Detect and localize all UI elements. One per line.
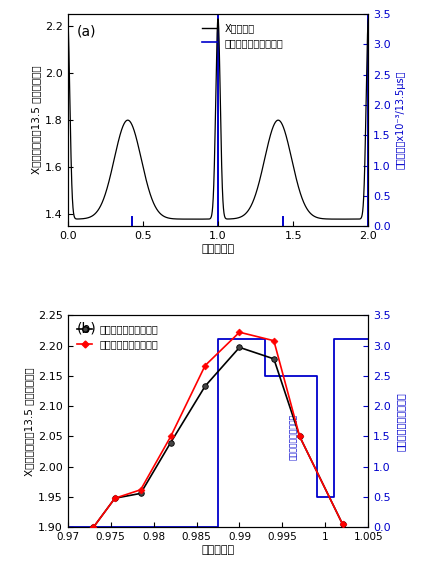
Y-axis label: X線の光子数（13.5 マイクロ秒毎: X線の光子数（13.5 マイクロ秒毎 [24, 367, 34, 475]
Y-axis label: X線の光子数（13.5 マイクロ秒毎: X線の光子数（13.5 マイクロ秒毎 [31, 66, 41, 174]
Legend: X線パルス, 巨大電波パルスの頼度: X線パルス, 巨大電波パルスの頼度 [200, 21, 285, 50]
Text: (b): (b) [77, 321, 96, 336]
Legend: 巨大電波パルスでない, 巨大電波パルスである: 巨大電波パルスでない, 巨大電波パルスである [75, 322, 160, 351]
Y-axis label: 巨大電波パルスの頼度: 巨大電波パルスの頼度 [395, 392, 405, 451]
X-axis label: パルス位相: パルス位相 [201, 545, 235, 555]
Text: 巨大電波パルスの頼度: 巨大電波パルスの頼度 [289, 413, 298, 460]
Text: (a): (a) [77, 25, 96, 39]
Y-axis label: 発生頼度（x10⁻³/13.5μs）: 発生頼度（x10⁻³/13.5μs） [395, 71, 405, 169]
X-axis label: パルス位相: パルス位相 [201, 244, 235, 254]
